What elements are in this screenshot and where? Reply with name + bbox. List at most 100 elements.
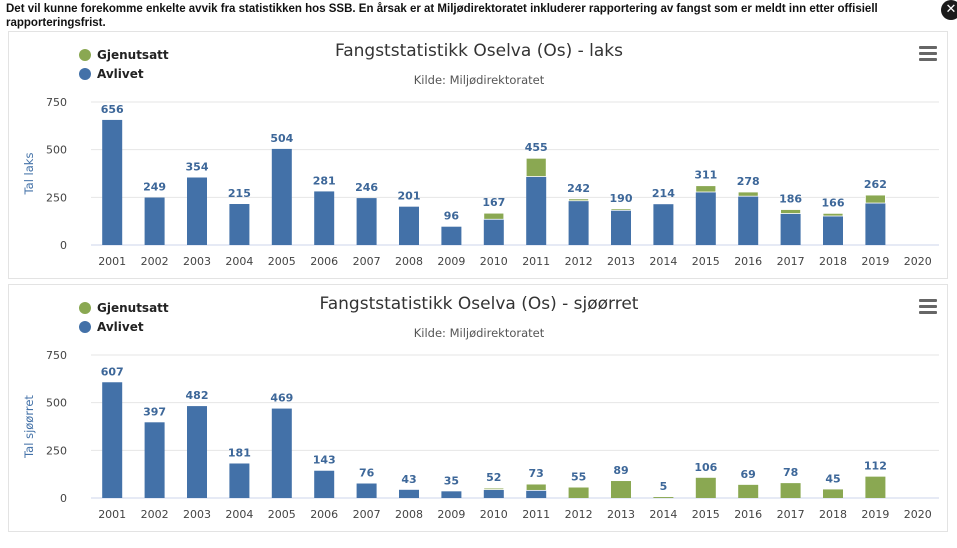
x-tick-label: 2013	[607, 508, 635, 521]
data-label: 215	[228, 187, 251, 200]
bar-avlivet	[865, 203, 886, 245]
bar-gjenutsatt	[822, 212, 844, 217]
data-label: 201	[398, 190, 421, 203]
legend-marker	[79, 68, 91, 80]
bar-gjenutsatt	[780, 483, 801, 498]
legend-item: Avlivet	[97, 320, 144, 334]
chart-menu-hamburger-icon[interactable]	[919, 299, 937, 315]
bar-gjenutsatt	[738, 484, 759, 498]
chart-subtitle: Kilde: Miljødirektoratet	[414, 73, 545, 87]
bar-avlivet	[483, 489, 504, 498]
x-tick-label: 2002	[141, 508, 169, 521]
x-tick-label: 2004	[225, 255, 253, 268]
legend-marker	[79, 302, 91, 314]
y-axis-label: Tal sjøørret	[22, 395, 36, 459]
x-tick-label: 2016	[734, 255, 762, 268]
chart-menu-hamburger-icon[interactable]	[919, 46, 937, 62]
x-tick-label: 2003	[183, 508, 211, 521]
x-tick-label: 2001	[98, 255, 126, 268]
bar-avlivet	[780, 213, 801, 245]
chart-panel-laks: Fangststatistikk Oselva (Os) - laks Kilde…	[8, 31, 948, 279]
data-label: 311	[694, 169, 717, 182]
bar-gjenutsatt	[695, 185, 717, 193]
data-label: 249	[143, 181, 166, 194]
data-label: 181	[228, 446, 251, 459]
bar-avlivet	[271, 408, 292, 498]
data-label: 607	[101, 365, 124, 378]
data-label: 76	[359, 467, 375, 480]
x-tick-label: 2010	[480, 255, 508, 268]
bar-gjenutsatt	[568, 487, 589, 498]
bar-gjenutsatt	[483, 487, 505, 491]
data-label: 45	[825, 472, 840, 485]
data-label: 214	[652, 187, 675, 200]
data-label: 166	[822, 196, 845, 209]
x-tick-label: 2008	[395, 255, 423, 268]
bar-avlivet	[568, 200, 589, 245]
bar-avlivet	[823, 216, 843, 245]
chart-sjoorret: Fangststatistikk Oselva (Os) - sjøørret K…	[22, 294, 939, 521]
bar-gjenutsatt	[737, 191, 759, 197]
bar-avlivet	[526, 176, 547, 245]
bar-gjenutsatt	[568, 198, 589, 202]
y-tick-label: 0	[60, 239, 67, 252]
bar-avlivet	[399, 206, 419, 245]
data-notice: Det vil kunne forekomme enkelte avvik fr…	[6, 3, 878, 29]
bar-avlivet	[738, 196, 759, 245]
x-tick-label: 2002	[141, 255, 169, 268]
bar-avlivet	[102, 382, 123, 498]
bar-avlivet	[314, 191, 335, 245]
x-tick-label: 2011	[522, 255, 550, 268]
bar-avlivet	[695, 191, 716, 245]
chart-subtitle: Kilde: Miljødirektoratet	[414, 326, 545, 340]
data-label: 5	[660, 480, 668, 493]
data-label: 112	[864, 460, 887, 473]
data-label: 73	[529, 467, 544, 480]
close-button[interactable]: ✕	[941, 0, 957, 20]
bar-gjenutsatt	[695, 477, 716, 498]
x-tick-label: 2015	[692, 508, 720, 521]
bar-gjenutsatt	[823, 489, 843, 498]
legend-marker	[79, 321, 91, 333]
x-tick-label: 2006	[310, 508, 338, 521]
x-tick-label: 2009	[437, 255, 465, 268]
x-tick-label: 2010	[480, 508, 508, 521]
bar-avlivet	[611, 210, 631, 245]
x-tick-label: 2016	[734, 508, 762, 521]
bar-gjenutsatt	[610, 208, 632, 211]
data-label: 469	[270, 392, 293, 405]
data-label: 35	[444, 474, 459, 487]
data-label: 106	[694, 461, 717, 474]
bar-gjenutsatt	[525, 157, 547, 177]
data-label: 246	[355, 181, 378, 194]
x-tick-label: 2015	[692, 255, 720, 268]
data-label: 190	[610, 192, 633, 205]
bar-gjenutsatt	[611, 481, 631, 498]
bar-avlivet	[526, 490, 547, 498]
x-tick-label: 2004	[225, 508, 253, 521]
bar-avlivet	[229, 204, 250, 245]
bar-gjenutsatt	[525, 483, 547, 491]
legend-marker	[79, 49, 91, 61]
data-label: 167	[482, 196, 505, 209]
data-label: 143	[313, 454, 336, 467]
y-tick-label: 250	[46, 191, 67, 204]
data-label: 455	[525, 141, 548, 154]
data-label: 482	[186, 389, 209, 402]
bar-avlivet	[187, 177, 207, 245]
data-label: 278	[737, 175, 760, 188]
data-label: 43	[401, 473, 416, 486]
data-label: 89	[613, 464, 628, 477]
y-tick-label: 500	[46, 144, 67, 157]
bar-avlivet	[102, 119, 123, 245]
data-label: 656	[101, 103, 124, 116]
bar-avlivet	[144, 422, 165, 498]
data-label: 281	[313, 174, 336, 187]
data-label: 96	[444, 210, 460, 223]
bar-avlivet	[229, 463, 250, 498]
x-tick-label: 2007	[353, 508, 381, 521]
x-tick-label: 2007	[353, 255, 381, 268]
bar-gjenutsatt	[865, 476, 886, 498]
y-tick-label: 0	[60, 492, 67, 505]
data-label: 78	[783, 466, 798, 479]
